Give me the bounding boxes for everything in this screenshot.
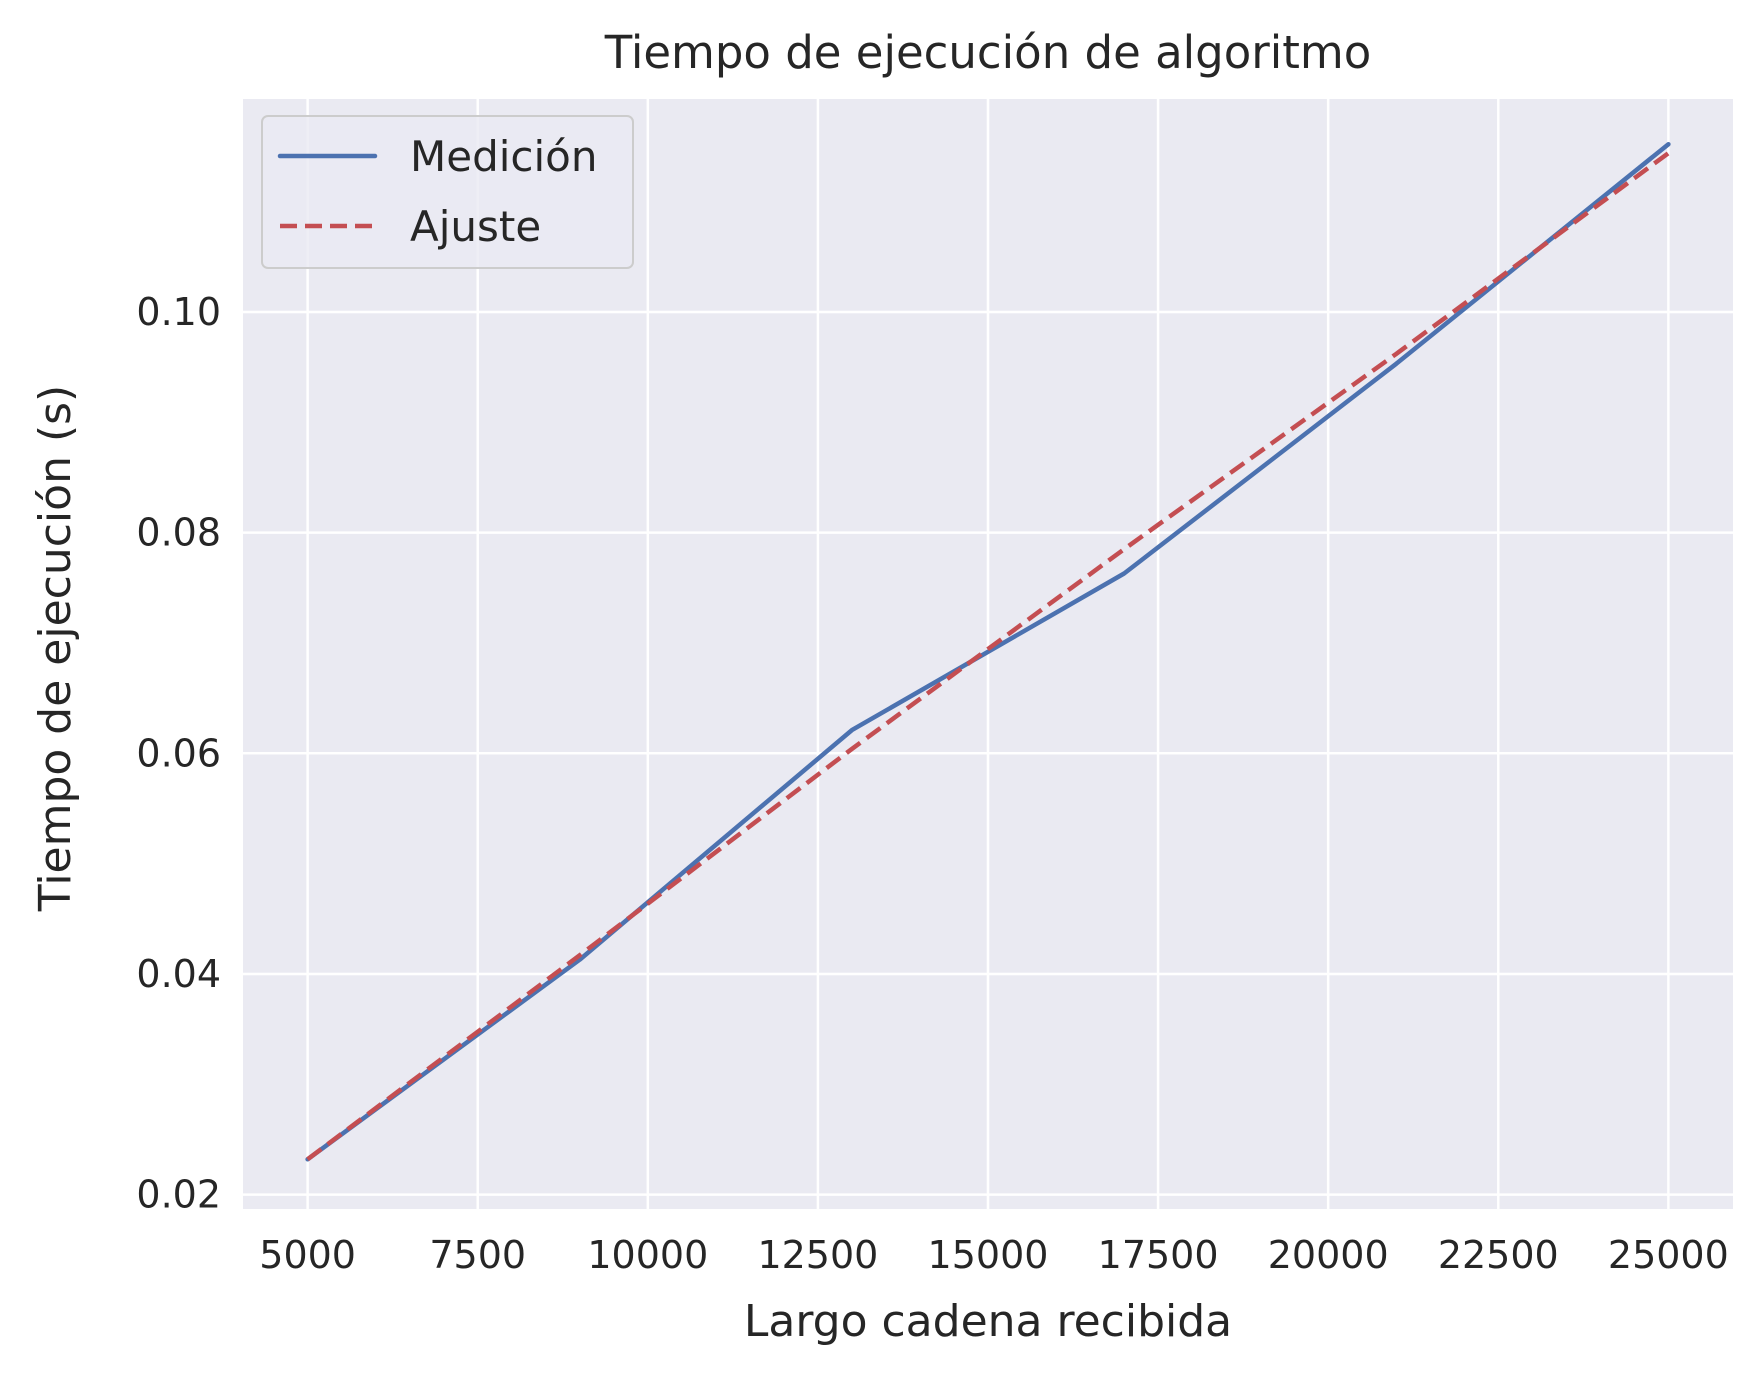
series-layer <box>305 141 1671 1162</box>
x-tick-label: 7500 <box>429 1233 526 1277</box>
y-tick-label: 0.02 <box>136 1173 221 1217</box>
legend: Medición Ajuste <box>261 115 634 269</box>
x-tick-label: 15000 <box>928 1233 1049 1277</box>
series-line-ajuste <box>306 151 1670 1162</box>
y-tick-label: 0.04 <box>136 952 221 996</box>
tick-labels: 5000 7500 10000 12500 15000 17500 20000 22500 25… <box>136 290 1728 1277</box>
chart-title: Tiempo de ejecución de algoritmo <box>604 26 1372 79</box>
x-tick-label: 12500 <box>757 1233 878 1277</box>
legend-label-ajuste: Ajuste <box>410 202 541 251</box>
y-tick-label: 0.10 <box>136 290 221 334</box>
x-axis-label: Largo cadena recibida <box>744 1296 1232 1347</box>
legend-label-medicion: Medición <box>410 132 597 181</box>
x-tick-label: 22500 <box>1438 1233 1559 1277</box>
x-tick-label: 5000 <box>259 1233 356 1277</box>
y-axis-label: Tiempo de ejecución (s) <box>30 385 81 912</box>
series-line-medicion <box>305 141 1671 1162</box>
y-tick-label: 0.08 <box>136 511 221 555</box>
x-tick-label: 20000 <box>1268 1233 1389 1277</box>
y-tick-label: 0.06 <box>136 731 221 775</box>
x-tick-label: 17500 <box>1098 1233 1219 1277</box>
x-tick-label: 25000 <box>1608 1233 1729 1277</box>
x-tick-label: 10000 <box>587 1233 708 1277</box>
